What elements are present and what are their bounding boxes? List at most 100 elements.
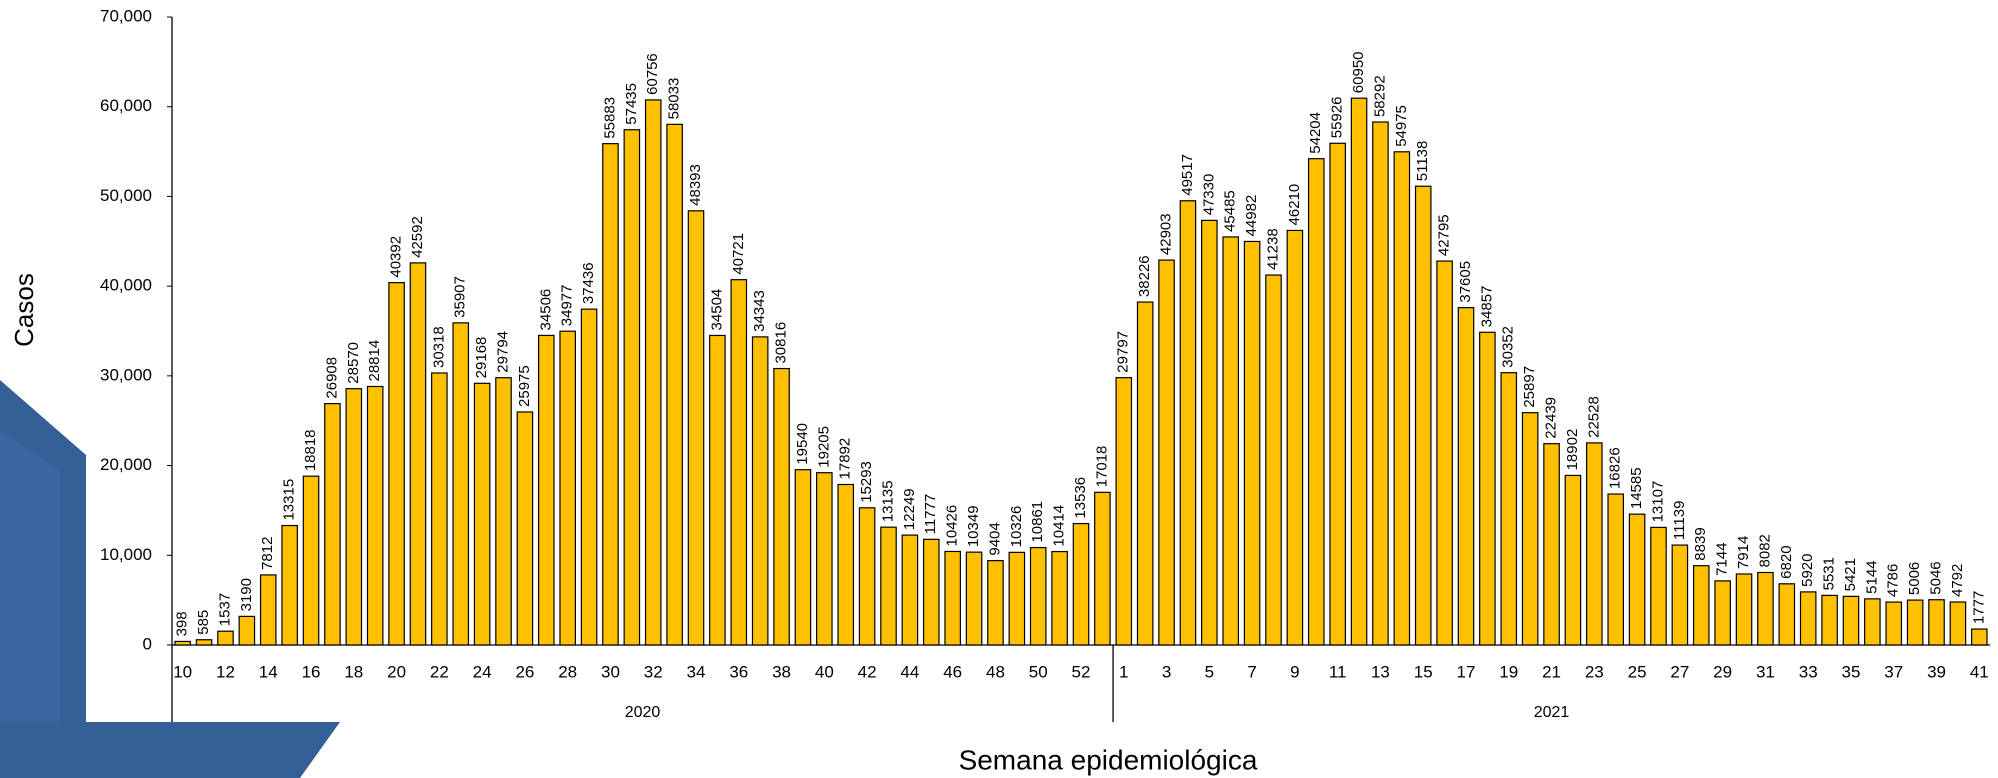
x-tick-label: 10 bbox=[173, 662, 192, 681]
value-label: 4792 bbox=[1949, 564, 1966, 597]
bar bbox=[195, 639, 213, 646]
x-tick-label: 9 bbox=[1290, 662, 1299, 681]
x-tick-label: 32 bbox=[644, 662, 663, 681]
bar bbox=[1714, 580, 1731, 646]
y-tick-label: 0 bbox=[143, 634, 152, 653]
value-label: 30318 bbox=[430, 326, 447, 368]
bar bbox=[1928, 599, 1945, 646]
bar bbox=[431, 372, 448, 646]
value-label: 58033 bbox=[666, 78, 683, 120]
bar bbox=[1179, 200, 1197, 646]
value-label: 30352 bbox=[1500, 326, 1517, 368]
bar bbox=[965, 551, 983, 646]
bar bbox=[816, 472, 833, 646]
value-label: 10426 bbox=[944, 505, 961, 547]
value-label: 13107 bbox=[1649, 481, 1666, 523]
x-tick-label: 19 bbox=[1499, 662, 1518, 681]
value-label: 55883 bbox=[601, 97, 618, 139]
value-label: 5421 bbox=[1842, 558, 1859, 591]
bar bbox=[1971, 628, 1988, 646]
value-label: 18902 bbox=[1564, 429, 1581, 471]
value-label: 54975 bbox=[1393, 105, 1410, 147]
bar bbox=[1457, 307, 1475, 646]
x-tick-label: 33 bbox=[1799, 662, 1818, 681]
x-tick-label: 22 bbox=[430, 662, 449, 681]
value-label: 41238 bbox=[1264, 228, 1281, 270]
value-label: 15293 bbox=[858, 461, 875, 503]
bar bbox=[1842, 595, 1860, 646]
bar bbox=[794, 469, 812, 646]
bar bbox=[602, 143, 619, 646]
bar bbox=[1757, 571, 1774, 646]
bar bbox=[944, 550, 961, 646]
y-tick-label: 20,000 bbox=[100, 455, 152, 474]
value-label: 19540 bbox=[794, 423, 811, 465]
value-label: 42903 bbox=[1158, 213, 1175, 255]
bar bbox=[345, 388, 363, 646]
bar bbox=[1286, 229, 1304, 646]
bar bbox=[1051, 550, 1068, 646]
bar bbox=[922, 538, 940, 646]
value-label: 10861 bbox=[1029, 501, 1046, 543]
x-tick-label: 28 bbox=[558, 662, 577, 681]
x-tick-label: 50 bbox=[1029, 662, 1048, 681]
bar bbox=[1115, 377, 1133, 646]
bar bbox=[880, 526, 897, 646]
x-tick-label: 15 bbox=[1414, 662, 1433, 681]
value-label: 28570 bbox=[345, 342, 362, 384]
bar bbox=[644, 99, 662, 646]
bar bbox=[709, 334, 726, 646]
x-tick-label: 21 bbox=[1542, 662, 1561, 681]
group-label: 2021 bbox=[1534, 704, 1570, 721]
background-decor bbox=[0, 380, 340, 778]
bar bbox=[1885, 601, 1903, 646]
bar bbox=[858, 507, 876, 646]
value-label: 29168 bbox=[473, 337, 490, 379]
value-label: 5531 bbox=[1821, 557, 1838, 590]
value-label: 34857 bbox=[1478, 286, 1495, 328]
x-tick-label: 18 bbox=[344, 662, 363, 681]
bar bbox=[1864, 598, 1881, 646]
x-tick-label: 20 bbox=[387, 662, 406, 681]
value-label: 45485 bbox=[1222, 190, 1239, 232]
group-label: 2020 bbox=[625, 704, 661, 721]
value-label: 8082 bbox=[1756, 534, 1773, 567]
bar bbox=[495, 377, 512, 646]
value-label: 60950 bbox=[1350, 51, 1367, 93]
x-tick-label: 38 bbox=[772, 662, 791, 681]
value-label: 585 bbox=[195, 610, 212, 635]
bar bbox=[259, 574, 277, 646]
value-label: 29794 bbox=[494, 331, 511, 373]
bar bbox=[837, 483, 855, 646]
x-tick-label: 35 bbox=[1842, 662, 1861, 681]
x-tick-label: 7 bbox=[1247, 662, 1256, 681]
x-tick-label: 30 bbox=[601, 662, 620, 681]
x-tick-label: 46 bbox=[943, 662, 962, 681]
bar bbox=[687, 210, 705, 646]
x-tick-label: 24 bbox=[473, 662, 492, 681]
x-tick-label: 27 bbox=[1670, 662, 1689, 681]
value-label: 7144 bbox=[1714, 543, 1731, 576]
bar bbox=[623, 129, 641, 646]
bar bbox=[1906, 599, 1924, 646]
value-label: 13135 bbox=[879, 480, 896, 522]
bar bbox=[666, 123, 683, 646]
value-label: 11139 bbox=[1671, 501, 1688, 541]
x-tick-label: 29 bbox=[1713, 662, 1732, 681]
bar bbox=[1692, 565, 1710, 646]
bar bbox=[409, 262, 427, 646]
bar bbox=[559, 330, 576, 646]
x-tick-label: 14 bbox=[259, 662, 278, 681]
value-label: 40392 bbox=[388, 236, 405, 278]
value-label: 19205 bbox=[815, 426, 832, 468]
value-label: 34977 bbox=[559, 284, 576, 326]
x-tick-label: 17 bbox=[1457, 662, 1476, 681]
bar bbox=[324, 402, 341, 646]
bar bbox=[1265, 274, 1282, 646]
bar bbox=[452, 322, 470, 646]
value-label: 47330 bbox=[1200, 174, 1217, 216]
value-label: 34504 bbox=[708, 289, 725, 331]
bar bbox=[1778, 583, 1796, 646]
value-label: 58292 bbox=[1371, 75, 1388, 117]
x-tick-label: 44 bbox=[900, 662, 919, 681]
